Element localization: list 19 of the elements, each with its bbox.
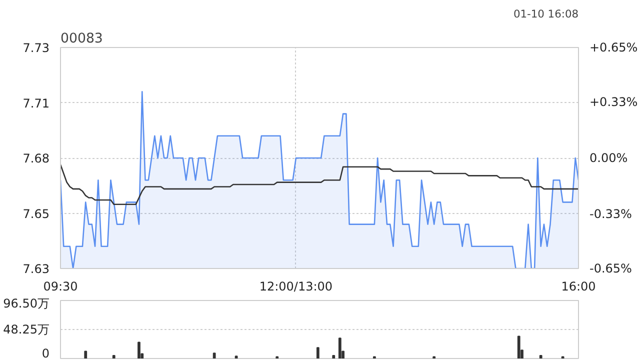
x-tick-label: 09:30: [43, 280, 78, 294]
y-tick-label: 7.65: [22, 206, 50, 221]
y2-tick-label: 0.00%: [590, 151, 628, 165]
y-tick-label: 0: [42, 346, 50, 360]
line-series: [60, 164, 578, 206]
y-tick-label: 7.63: [22, 262, 50, 276]
y-tick-label: 48.25万: [3, 322, 50, 336]
y2-tick-label: +0.33%: [590, 94, 638, 109]
y-tick-label: 7.68: [22, 152, 50, 166]
y-tick-label: 7.73: [22, 41, 50, 55]
y2-tick-label: -0.65%: [590, 262, 632, 276]
y-tick-label: 7.71: [22, 96, 50, 110]
x-tick-label: 12:00/13:00: [259, 280, 333, 294]
x-tick-label: 16:00: [561, 280, 596, 294]
chart-title: 00083: [60, 32, 103, 46]
y2-tick-label: +0.65%: [590, 40, 638, 54]
y-tick-label: 96.50万: [3, 296, 50, 310]
y2-tick-label: -0.33%: [590, 207, 632, 222]
text: 01-10 16:08: [513, 8, 579, 20]
